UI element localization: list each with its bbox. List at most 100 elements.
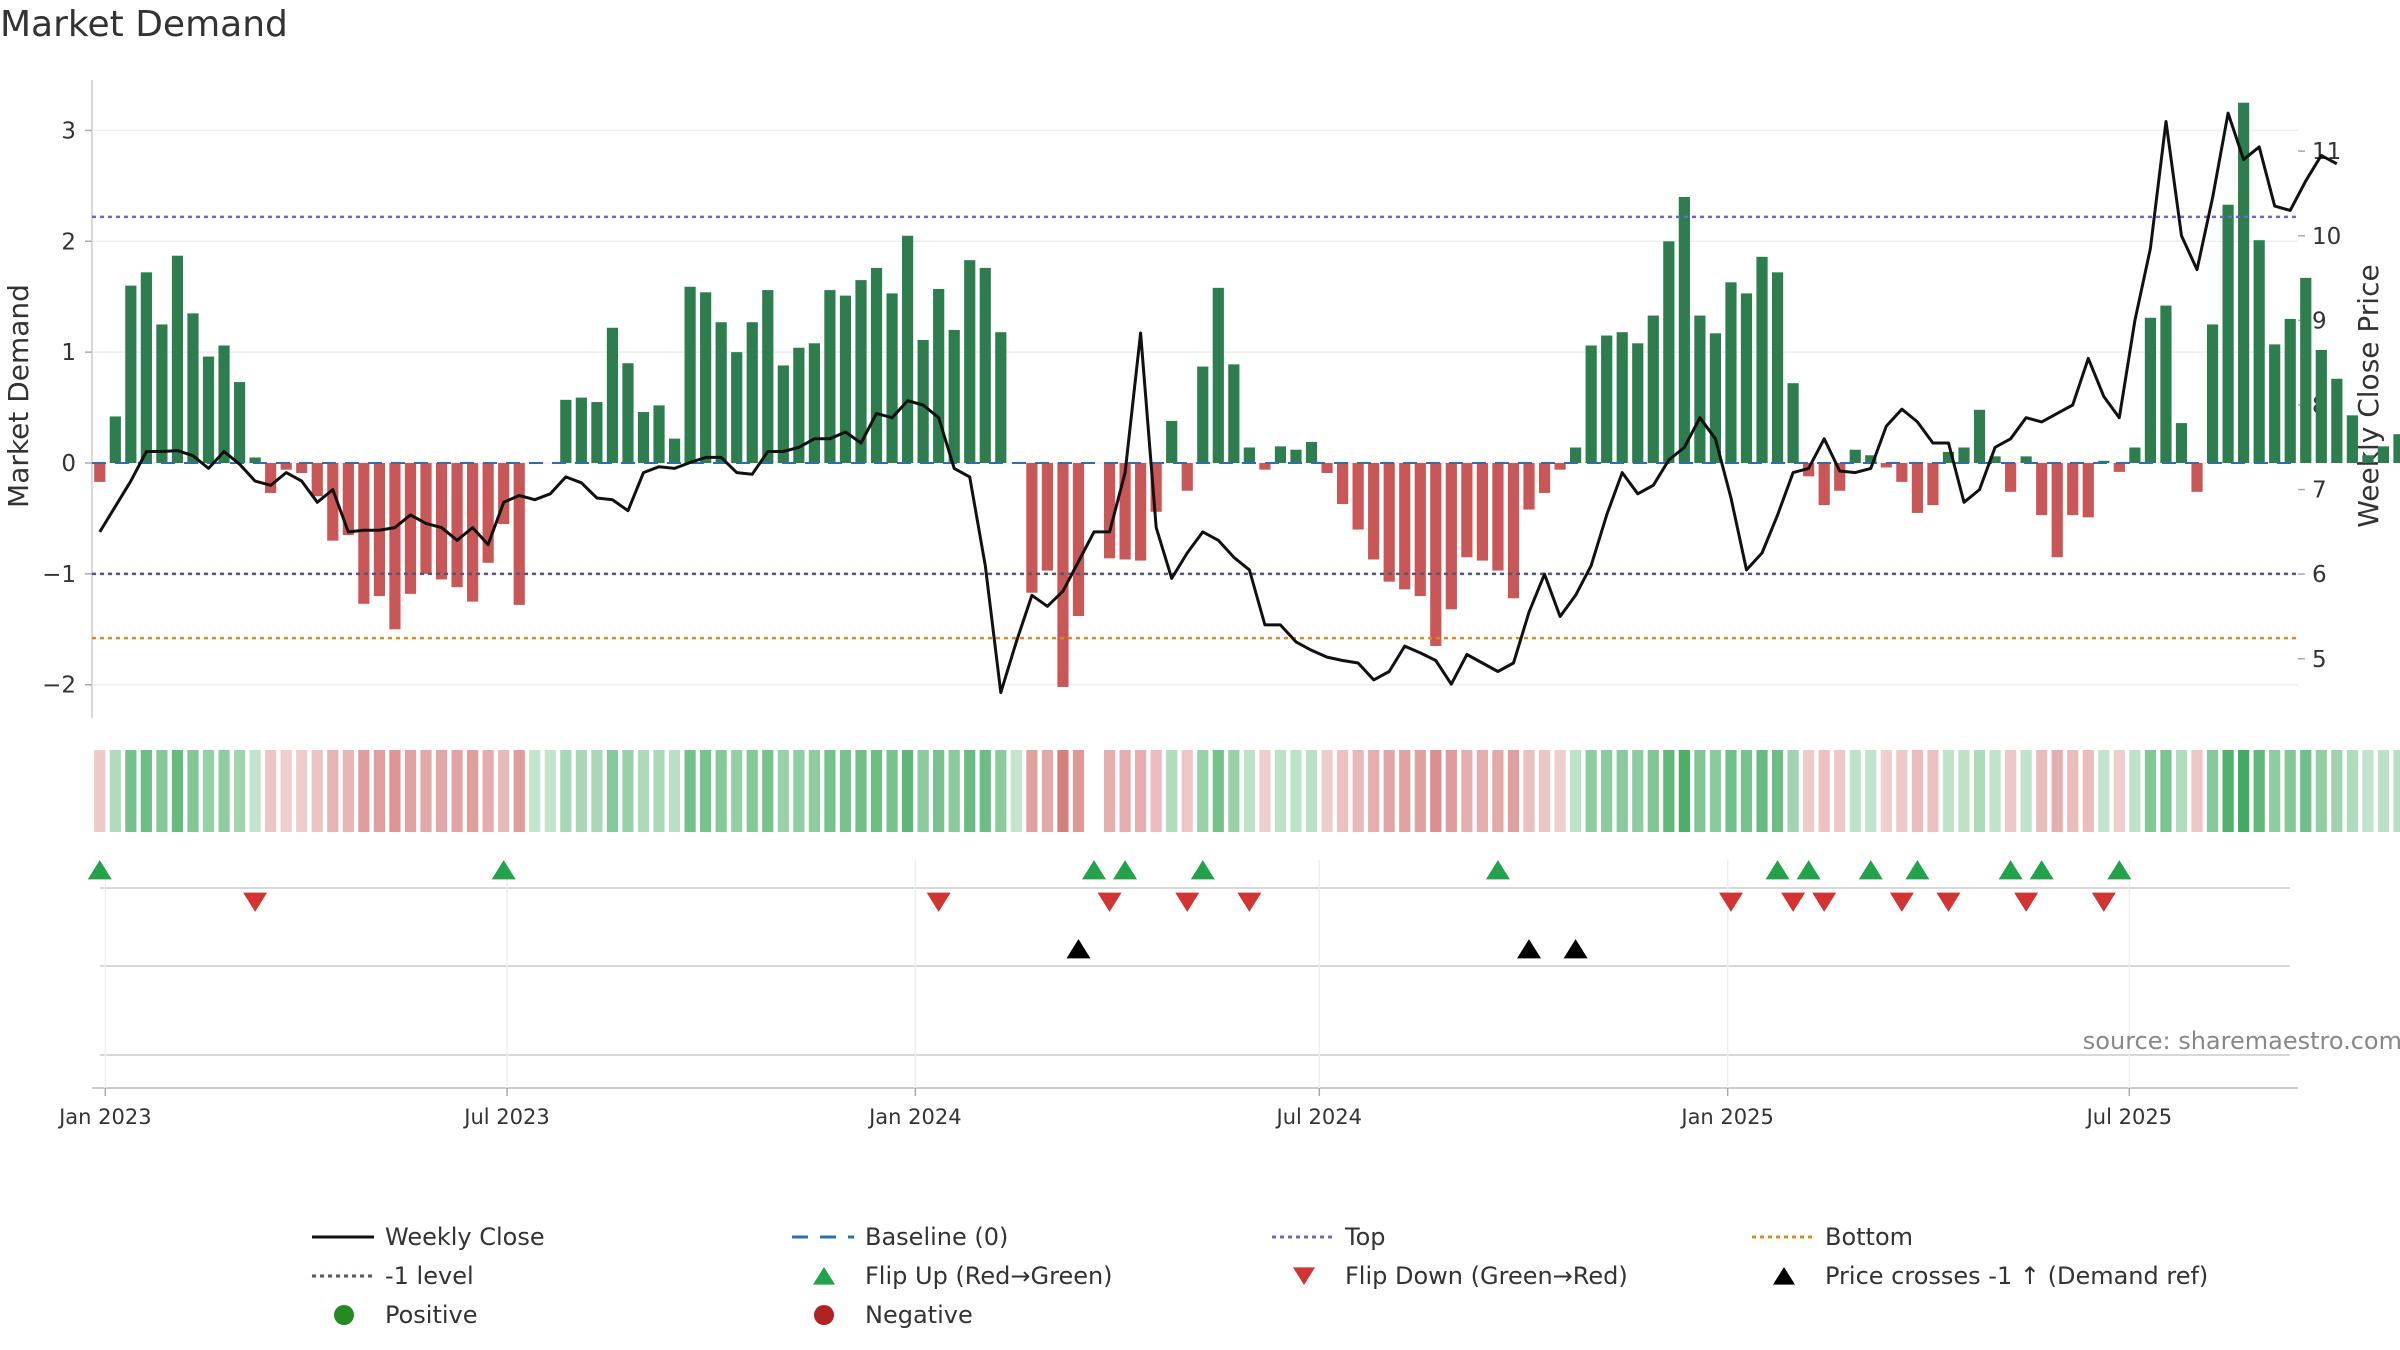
demand-bar <box>2206 324 2219 464</box>
demand-bar <box>2393 434 2400 464</box>
price-cross-marker <box>1563 939 1588 959</box>
heat-strip-cell <box>2300 750 2312 832</box>
demand-bar <box>700 292 712 464</box>
demand-bar <box>1119 463 1131 560</box>
flip-down-marker <box>1237 892 1262 912</box>
demand-bar <box>482 463 494 563</box>
demand-bar <box>1181 463 1193 491</box>
demand-bar <box>2222 204 2234 464</box>
heat-strip-cell <box>1336 750 1349 832</box>
demand-bar <box>2005 463 2017 492</box>
heat-strip-cell <box>746 750 758 832</box>
demand-bar <box>140 272 152 464</box>
heat-strip-cell <box>1352 750 1364 832</box>
demand-bar <box>1026 463 1038 593</box>
demand-bar <box>2067 463 2079 516</box>
heat-strip-cell <box>1383 750 1395 832</box>
demand-bar <box>1259 463 1271 470</box>
demand-bar <box>1554 463 1566 470</box>
heat-strip-cell <box>855 750 867 832</box>
price-cross-marker <box>1517 939 1542 959</box>
heat-strip-cell <box>498 750 510 832</box>
demand-bar <box>808 343 820 464</box>
demand-bar <box>1632 343 1644 464</box>
heat-strip-cell <box>2253 750 2265 832</box>
demand-bar <box>2269 344 2281 464</box>
heat-strip-cell <box>249 750 261 832</box>
heat-strip-cell <box>140 750 152 832</box>
demand-bar <box>948 329 960 464</box>
heat-strip-cell <box>1290 750 1302 832</box>
demand-bar <box>575 397 587 464</box>
heat-strip-cell <box>762 750 774 832</box>
heat-strip-cell <box>1865 750 1877 832</box>
demand-bar <box>156 324 168 464</box>
heat-strip-cell <box>435 750 448 832</box>
heat-strip-cell <box>1678 750 1690 832</box>
legend-label: Top <box>1344 1223 1386 1251</box>
heat-strip-cell <box>2175 750 2188 832</box>
heat-strip-cell <box>1399 750 1411 832</box>
demand-bar <box>1756 256 1768 464</box>
heat-strip-cell <box>1601 750 1613 832</box>
heat-strip-cell <box>1616 750 1628 832</box>
flip-down-marker <box>1175 892 1200 912</box>
demand-bar <box>1709 333 1722 464</box>
demand-bar <box>777 365 789 464</box>
demand-bar <box>1818 463 1830 506</box>
heat-strip-cell <box>1321 750 1333 832</box>
heat-strip-cell <box>902 750 914 832</box>
demand-bar <box>684 286 696 464</box>
flip-up-marker <box>1905 860 1930 880</box>
heat-strip-cell <box>2005 750 2017 832</box>
heat-strip-cell <box>94 750 106 832</box>
demand-bar <box>762 290 774 464</box>
heat-strip-cell <box>839 750 852 832</box>
demand-bar <box>560 399 572 464</box>
demand-bar <box>622 363 634 464</box>
demand-bar <box>451 463 463 588</box>
demand-bar <box>327 463 339 541</box>
heat-strip-cell <box>1072 750 1085 832</box>
demand-bar <box>233 382 246 464</box>
date-tick-label: Jan 2023 <box>57 1105 152 1129</box>
heat-strip-cell <box>544 750 556 832</box>
heat-strip-cell <box>358 750 370 832</box>
demand-bar <box>187 313 199 464</box>
heat-strip-cell <box>933 750 945 832</box>
heat-strip-cell <box>2113 750 2125 832</box>
heat-strip-cell <box>917 750 929 832</box>
heat-strip-cell <box>1507 750 1520 832</box>
flip-up-marker <box>2107 860 2132 880</box>
flip-down-marker <box>1889 892 1914 912</box>
heat-strip-cell <box>979 750 991 832</box>
heat-strip-cell <box>1818 750 1830 832</box>
heat-strip-cell <box>700 750 712 832</box>
demand-bar <box>1041 463 1054 571</box>
flip-up-marker <box>1765 860 1790 880</box>
demand-bar <box>1927 463 1939 506</box>
heat-strip-cell <box>404 750 417 832</box>
demand-bar <box>109 416 121 464</box>
heat-strip-cell <box>451 750 463 832</box>
y2-tick-label: 6 <box>2312 562 2327 588</box>
demand-bar <box>2144 317 2157 464</box>
heat-strip-cell <box>2269 750 2281 832</box>
demand-bar <box>731 352 743 464</box>
heat-strip-cell <box>2160 750 2172 832</box>
heat-strip-cell <box>1803 750 1815 832</box>
demand-bar <box>1321 463 1333 473</box>
heat-strip-cell <box>1259 750 1271 832</box>
demand-bar <box>2315 349 2327 464</box>
demand-bar <box>1725 282 1737 464</box>
demand-bar <box>2051 463 2063 558</box>
heat-strip-cell <box>948 750 960 832</box>
demand-bar <box>2175 423 2188 464</box>
legend-label: Price crosses -1 ↑ (Demand ref) <box>1825 1262 2208 1290</box>
heat-strip-cell <box>280 750 292 832</box>
demand-bar <box>964 260 976 464</box>
date-tick-label: Jul 2024 <box>1275 1105 1362 1129</box>
heat-strip-cell <box>529 750 541 832</box>
demand-bar <box>202 356 215 464</box>
